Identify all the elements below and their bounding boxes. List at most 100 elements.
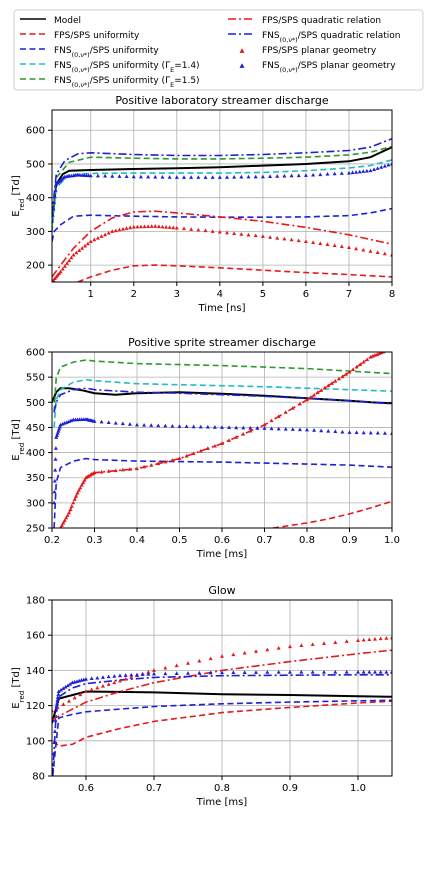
data-point-triangle xyxy=(189,175,194,179)
data-point-triangle xyxy=(53,718,58,722)
legend-marker xyxy=(239,63,245,68)
data-point-triangle xyxy=(227,425,232,430)
data-point-triangle xyxy=(296,173,301,178)
data-point-triangle xyxy=(225,230,230,235)
data-point-triangle xyxy=(262,426,267,430)
data-point-triangle xyxy=(55,431,60,435)
data-point-triangle xyxy=(163,423,168,428)
data-point-triangle xyxy=(95,685,100,690)
data-point-triangle xyxy=(177,424,182,428)
legend-label: FNS(0,ν*)​/SPS uniformity (ΓE​=1.4) xyxy=(54,61,200,74)
data-point-triangle xyxy=(276,670,281,674)
data-point-triangle xyxy=(75,490,80,495)
x-tick-label: 1.0 xyxy=(350,783,366,794)
data-point-triangle xyxy=(142,224,147,229)
x-tick-label: 5 xyxy=(260,289,266,300)
data-point-triangle xyxy=(220,654,224,658)
data-point-triangle xyxy=(146,672,151,676)
data-point-triangle xyxy=(297,401,302,406)
data-point-triangle xyxy=(232,175,237,179)
data-point-triangle xyxy=(241,425,246,430)
legend-label: FPS/SPS planar geometry xyxy=(262,46,377,56)
data-point-triangle xyxy=(57,424,62,429)
data-point-triangle xyxy=(354,364,359,369)
data-point-triangle xyxy=(53,467,58,472)
data-point-triangle xyxy=(361,430,366,435)
data-point-triangle xyxy=(325,172,330,176)
data-point-triangle xyxy=(358,362,363,367)
data-point-triangle xyxy=(310,669,315,674)
data-point-triangle xyxy=(120,467,125,472)
x-axis-label: Time [ms] xyxy=(196,549,248,560)
data-point-triangle xyxy=(101,684,105,688)
data-point-triangle xyxy=(65,683,70,688)
data-point-triangle xyxy=(265,647,270,652)
data-point-triangle xyxy=(346,245,351,250)
data-point-triangle xyxy=(79,483,84,487)
data-point-triangle xyxy=(182,175,186,179)
data-point-triangle xyxy=(347,369,352,374)
data-point-triangle xyxy=(54,433,59,437)
data-point-triangle xyxy=(332,171,337,176)
data-point-triangle xyxy=(198,424,203,429)
data-point-triangle xyxy=(62,518,67,522)
data-point-triangle xyxy=(81,480,86,485)
data-point-triangle xyxy=(83,243,87,248)
data-point-triangle xyxy=(375,250,380,254)
data-point-triangle xyxy=(361,669,366,674)
data-point-triangle xyxy=(220,425,224,429)
data-point-triangle xyxy=(149,463,154,467)
legend-label: Model xyxy=(54,16,81,26)
x-tick-label: 2 xyxy=(131,289,137,300)
y-axis-label: Ered​ [Td] xyxy=(11,175,26,217)
data-point-triangle xyxy=(191,451,196,456)
y-tick-label: 120 xyxy=(26,701,45,712)
data-point-triangle xyxy=(112,674,117,678)
data-point-triangle xyxy=(68,507,73,511)
data-point-triangle xyxy=(135,224,140,229)
data-point-triangle xyxy=(282,236,287,241)
x-tick-label: 6 xyxy=(303,289,309,300)
data-point-triangle xyxy=(113,228,118,233)
x-tick-label: 1 xyxy=(88,289,94,300)
data-point-triangle xyxy=(248,425,253,430)
series-line xyxy=(272,500,392,528)
data-point-triangle xyxy=(123,677,128,681)
y-tick-label: 350 xyxy=(26,473,45,484)
data-point-triangle xyxy=(246,232,251,237)
data-point-triangle xyxy=(89,676,94,681)
data-point-triangle xyxy=(160,224,165,229)
series-line xyxy=(53,378,392,428)
data-point-triangle xyxy=(368,249,373,253)
data-point-triangle xyxy=(117,227,122,232)
data-point-triangle xyxy=(336,376,341,381)
data-point-triangle xyxy=(312,392,317,397)
legend-entry: FPS/SPS planar geometry xyxy=(239,46,377,56)
data-point-triangle xyxy=(225,175,230,179)
legend-label: FNS(0,ν*)​/SPS quadratic relation xyxy=(262,31,400,44)
data-point-triangle xyxy=(128,225,133,230)
data-point-triangle xyxy=(171,225,176,230)
data-point-triangle xyxy=(89,687,94,692)
data-point-triangle xyxy=(135,672,139,677)
data-point-triangle xyxy=(322,669,326,674)
data-point-triangle xyxy=(217,229,222,234)
data-point-triangle xyxy=(239,232,244,236)
data-point-triangle xyxy=(311,172,316,177)
data-point-triangle xyxy=(242,650,247,655)
data-point-triangle xyxy=(368,430,373,435)
x-tick-label: 4 xyxy=(217,289,223,300)
data-point-triangle xyxy=(275,235,280,240)
data-point-triangle xyxy=(303,173,308,177)
data-point-triangle xyxy=(276,426,281,431)
data-point-triangle xyxy=(290,405,295,410)
data-point-triangle xyxy=(231,670,236,675)
data-point-triangle xyxy=(71,252,76,257)
data-point-triangle xyxy=(52,489,57,494)
data-point-triangle xyxy=(326,383,331,388)
data-point-triangle xyxy=(110,174,115,178)
data-point-triangle xyxy=(354,170,359,174)
data-point-triangle xyxy=(255,426,260,430)
data-point-triangle xyxy=(303,239,308,243)
